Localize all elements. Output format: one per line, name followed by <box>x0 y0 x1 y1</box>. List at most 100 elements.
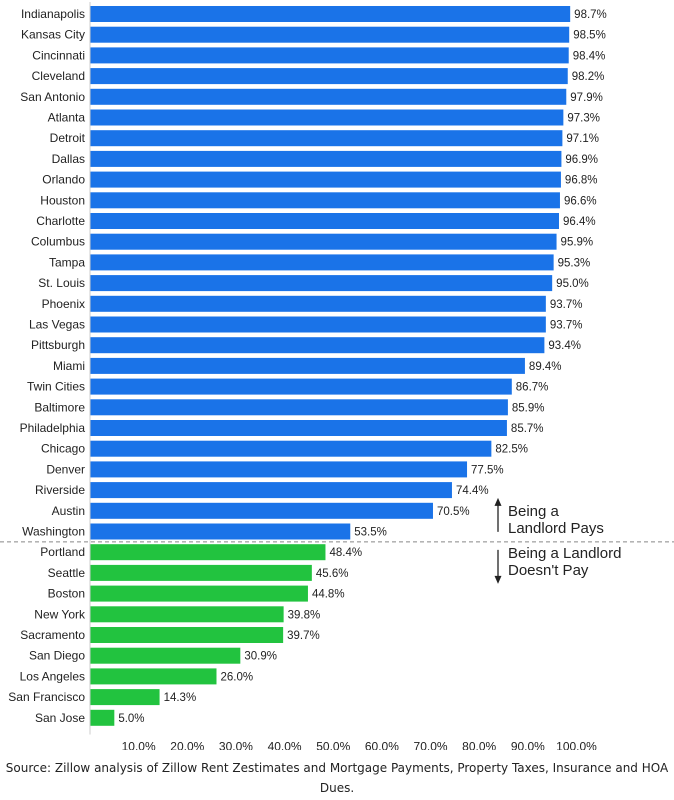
value-label: 98.7% <box>574 9 607 21</box>
category-label: Orlando <box>42 173 85 187</box>
value-label: 74.4% <box>456 485 489 497</box>
value-label: 97.9% <box>570 92 603 104</box>
category-label: Pittsburgh <box>31 338 85 352</box>
value-label: 98.5% <box>573 30 606 42</box>
bar <box>90 6 571 22</box>
bar <box>90 523 351 540</box>
category-label: Indianapolis <box>21 7 85 21</box>
category-label: Seattle <box>48 566 86 580</box>
bar <box>90 440 492 457</box>
bar <box>90 88 567 105</box>
category-label: Atlanta <box>48 111 86 125</box>
bar <box>90 606 284 623</box>
value-label: 98.4% <box>573 50 606 62</box>
x-tick-label: 90.0% <box>511 740 545 751</box>
category-label: Cincinnati <box>32 48 85 62</box>
x-tick-label: 80.0% <box>462 740 496 751</box>
value-labels: 98.7% 98.5% 98.4% 98.2% 97.9% 97.3% 97.1% 96.9%… <box>118 9 606 725</box>
bar <box>90 357 525 374</box>
value-label: 97.3% <box>567 113 600 125</box>
x-tick-label: 70.0% <box>414 740 448 751</box>
category-label: St. Louis <box>38 276 85 290</box>
annotation-down: Being a Landlord Doesn't Pay <box>494 545 621 584</box>
bar <box>90 627 284 643</box>
value-label: 96.4% <box>563 216 596 228</box>
annotation-below-line-1: Being a Landlord <box>508 545 621 562</box>
bar <box>90 275 553 292</box>
bar <box>90 461 468 478</box>
category-label: Tampa <box>49 255 85 269</box>
bar <box>90 233 557 250</box>
x-tick-label: 30.0% <box>219 740 253 751</box>
bar <box>90 399 508 416</box>
category-label: Houston <box>40 193 85 207</box>
bar <box>90 254 554 271</box>
value-label: 89.4% <box>529 361 562 373</box>
bar <box>90 420 507 436</box>
category-label: Phoenix <box>42 297 85 311</box>
down-arrowhead-icon <box>494 575 502 584</box>
bar <box>90 544 326 561</box>
bar <box>90 26 570 43</box>
value-label: 85.7% <box>511 423 544 435</box>
annotation-below-line-2: Doesn't Pay <box>508 562 589 579</box>
x-tick-label: 40.0% <box>268 740 302 751</box>
annotation-up: Being a Landlord Pays <box>494 497 604 537</box>
x-tick-label: 10.0% <box>122 740 156 751</box>
bar <box>90 213 559 229</box>
category-label: Chicago <box>41 442 85 456</box>
category-label: Philadelphia <box>20 421 86 435</box>
value-label: 14.3% <box>164 692 197 704</box>
x-tick-label: 50.0% <box>316 740 350 751</box>
value-label: 5.0% <box>118 713 144 725</box>
value-label: 44.8% <box>312 589 345 601</box>
bar <box>90 378 512 395</box>
bar <box>90 709 115 726</box>
value-label: 93.7% <box>550 320 583 332</box>
value-label: 96.6% <box>564 195 597 207</box>
bar <box>90 150 562 167</box>
x-tick-label: 60.0% <box>365 740 399 751</box>
category-label: Riverside <box>35 483 85 497</box>
value-label: 93.7% <box>550 299 583 311</box>
bar <box>90 564 312 581</box>
bar <box>90 502 433 519</box>
category-label: Charlotte <box>36 214 85 228</box>
value-label: 26.0% <box>220 671 253 683</box>
value-label: 98.2% <box>572 71 605 83</box>
value-label: 96.8% <box>565 175 598 187</box>
value-label: 45.6% <box>316 568 349 580</box>
category-label: San Jose <box>35 711 85 725</box>
value-label: 82.5% <box>495 444 528 456</box>
category-label: Washington <box>22 525 85 539</box>
value-label: 97.1% <box>566 133 599 145</box>
bar <box>90 295 546 312</box>
x-tick-label: 20.0% <box>170 740 204 751</box>
category-label: Las Vegas <box>29 318 85 332</box>
value-label: 30.9% <box>244 651 277 663</box>
category-label: Kansas City <box>21 28 85 42</box>
bar <box>90 109 564 126</box>
bar <box>90 130 563 147</box>
up-arrowhead-icon <box>494 497 502 506</box>
bars-layer <box>90 6 571 726</box>
bar <box>90 47 569 64</box>
value-label: 95.0% <box>556 278 589 290</box>
category-label: San Francisco <box>8 690 85 704</box>
bar <box>90 171 561 188</box>
bar <box>90 585 308 602</box>
value-label: 93.4% <box>548 340 581 352</box>
bar <box>90 689 160 706</box>
bar <box>90 482 452 499</box>
x-axis-ticks: 10.0% 20.0% 30.0% 40.0% 50.0% 60.0% 70.0% 80.0%… <box>122 740 598 751</box>
category-label: Miami <box>53 359 85 373</box>
bar <box>90 668 217 685</box>
bar <box>90 316 546 333</box>
value-label: 39.7% <box>287 630 320 642</box>
category-label: Baltimore <box>34 400 85 414</box>
category-label: Sacramento <box>20 628 85 642</box>
source-note: Source: Zillow analysis of Zillow Rent Z… <box>5 761 669 795</box>
category-label: Columbus <box>31 235 85 249</box>
bar <box>90 647 241 664</box>
category-label: San Antonio <box>20 90 85 104</box>
